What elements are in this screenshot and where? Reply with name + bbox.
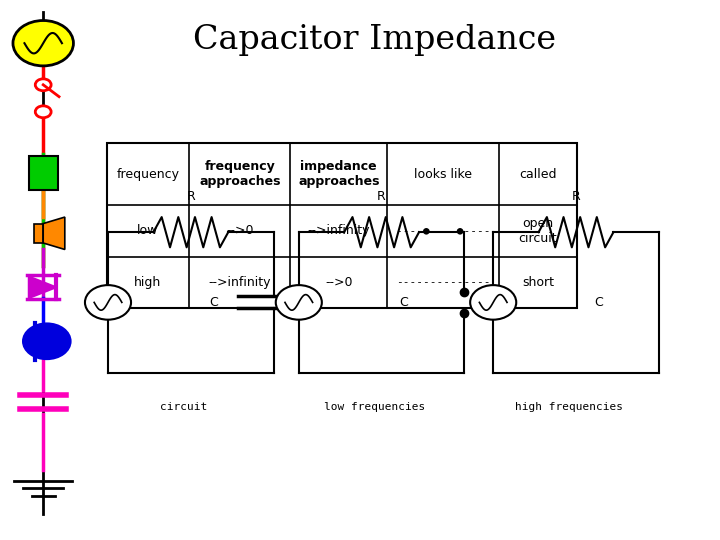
Text: R: R bbox=[186, 190, 195, 202]
Text: high frequencies: high frequencies bbox=[515, 402, 623, 413]
Text: frequency
approaches: frequency approaches bbox=[199, 160, 281, 188]
Text: open
circuit: open circuit bbox=[518, 217, 557, 245]
Polygon shape bbox=[43, 217, 65, 249]
Text: --------------: -------------- bbox=[396, 277, 490, 287]
Text: Capacitor Impedance: Capacitor Impedance bbox=[193, 24, 556, 56]
Text: low: low bbox=[138, 224, 158, 238]
Text: circuit: circuit bbox=[160, 402, 207, 413]
Circle shape bbox=[23, 323, 71, 359]
Text: -->0: -->0 bbox=[226, 224, 253, 238]
Circle shape bbox=[470, 285, 516, 320]
Text: impedance
approaches: impedance approaches bbox=[298, 160, 379, 188]
Circle shape bbox=[13, 21, 73, 66]
Polygon shape bbox=[29, 276, 56, 298]
Circle shape bbox=[35, 106, 51, 118]
Text: low frequencies: low frequencies bbox=[324, 402, 425, 413]
Text: -->infinity: -->infinity bbox=[209, 275, 271, 289]
Circle shape bbox=[85, 285, 131, 320]
Text: ----●    ●----: ----● ●---- bbox=[396, 226, 490, 236]
Text: C: C bbox=[209, 296, 217, 309]
Text: -->0: -->0 bbox=[325, 275, 353, 289]
Bar bbox=[107, 143, 577, 308]
Text: looks like: looks like bbox=[414, 167, 472, 181]
Text: frequency: frequency bbox=[117, 167, 179, 181]
Text: C: C bbox=[400, 296, 408, 309]
Text: C: C bbox=[594, 296, 603, 309]
Bar bbox=[29, 156, 58, 190]
Circle shape bbox=[276, 285, 322, 320]
Text: short: short bbox=[522, 275, 554, 289]
Text: called: called bbox=[519, 167, 557, 181]
Circle shape bbox=[35, 79, 51, 91]
Text: -->infinity: -->infinity bbox=[307, 224, 370, 238]
Text: R: R bbox=[572, 190, 580, 202]
Text: R: R bbox=[377, 190, 386, 202]
Text: high: high bbox=[135, 275, 161, 289]
Bar bbox=[34, 224, 43, 243]
